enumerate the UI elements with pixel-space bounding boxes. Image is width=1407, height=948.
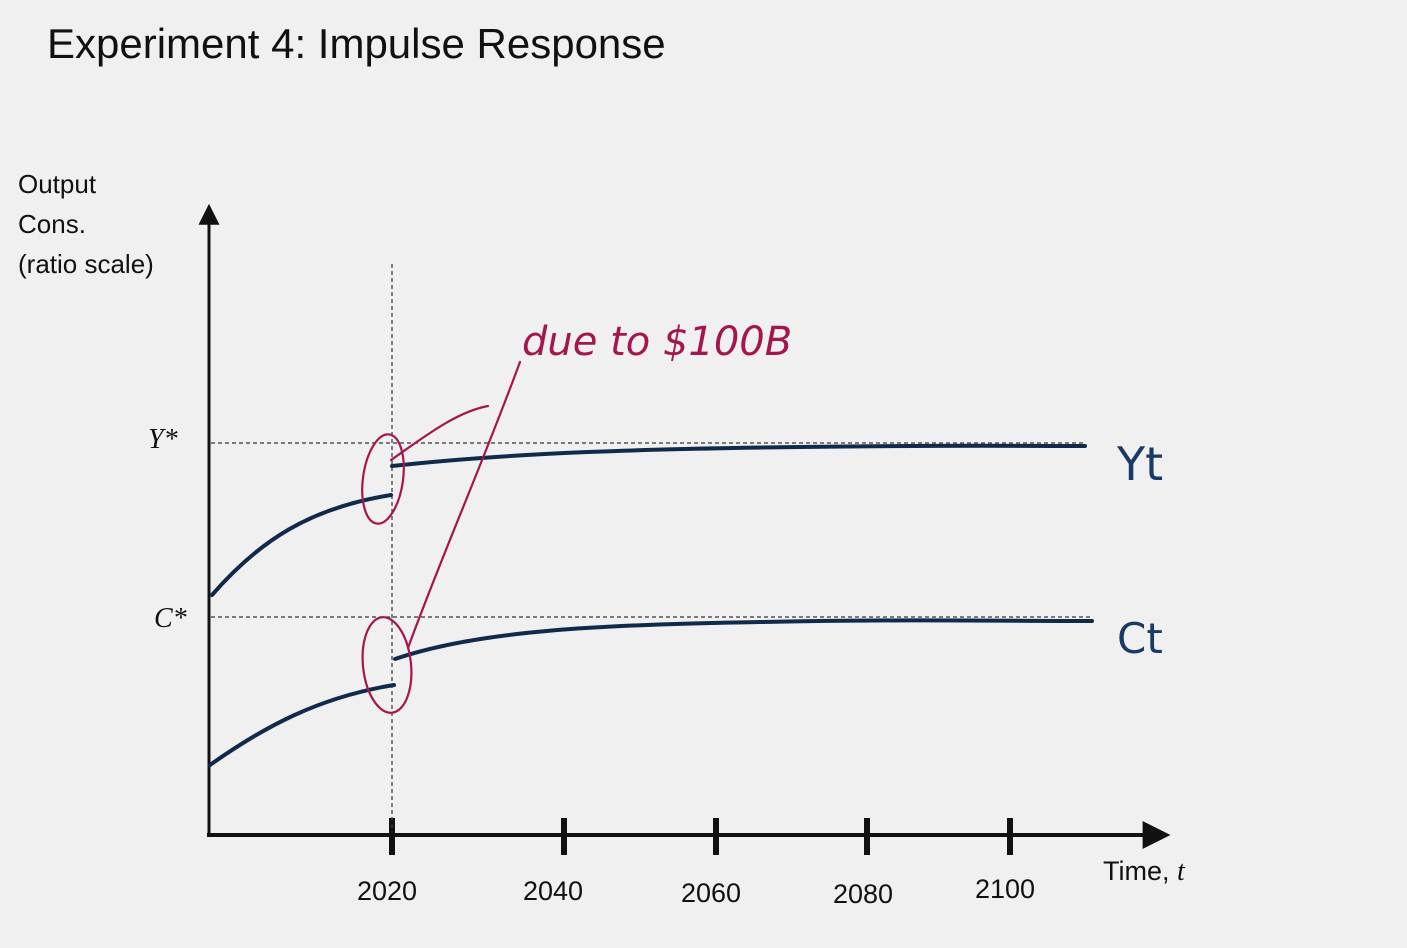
annotation-pointer-consumption xyxy=(406,360,522,650)
y-star-label: Y* xyxy=(148,424,178,455)
x-tick-label-2040: 2040 xyxy=(523,876,583,906)
output-curve-post-shock xyxy=(390,443,1087,468)
x-tick-label-2080: 2080 xyxy=(833,879,893,909)
x-axis-label-var: t xyxy=(1177,856,1186,887)
x-tick-label-2060: 2060 xyxy=(681,878,741,908)
annotation-circle-output xyxy=(361,433,405,525)
annotation-circle-consumption xyxy=(361,616,413,714)
annotation xyxy=(361,360,522,714)
slide-title: Experiment 4: Impulse Response xyxy=(47,20,666,67)
x-axis-label: Time, t xyxy=(1103,856,1186,887)
reference-lines xyxy=(211,264,1090,832)
x-tick-label-2020: 2020 xyxy=(357,876,417,906)
x-tick-label-2100: 2100 xyxy=(975,874,1035,904)
y-axis-label-line-2: Cons. xyxy=(18,209,86,239)
output-curve xyxy=(210,443,1087,597)
consumption-curve xyxy=(208,618,1094,767)
y-axis-label-line-3: (ratio scale) xyxy=(18,249,154,279)
consumption-curve-label-text: Ct xyxy=(1117,614,1163,663)
y-axis-label-line-1: Output xyxy=(18,169,97,199)
annotation-text: due to $100B xyxy=(522,319,792,365)
c-star-label: C* xyxy=(154,603,187,634)
output-curve-label-text: Yt xyxy=(1116,437,1163,491)
consumption-curve-post-shock xyxy=(393,618,1094,661)
x-axis-label-text: Time, xyxy=(1103,856,1177,886)
output-curve-label: Yt xyxy=(1116,437,1163,491)
consumption-curve-pre-shock xyxy=(208,683,396,767)
consumption-curve-label: Ct xyxy=(1117,614,1163,663)
annotation-pointer-output xyxy=(389,404,490,462)
